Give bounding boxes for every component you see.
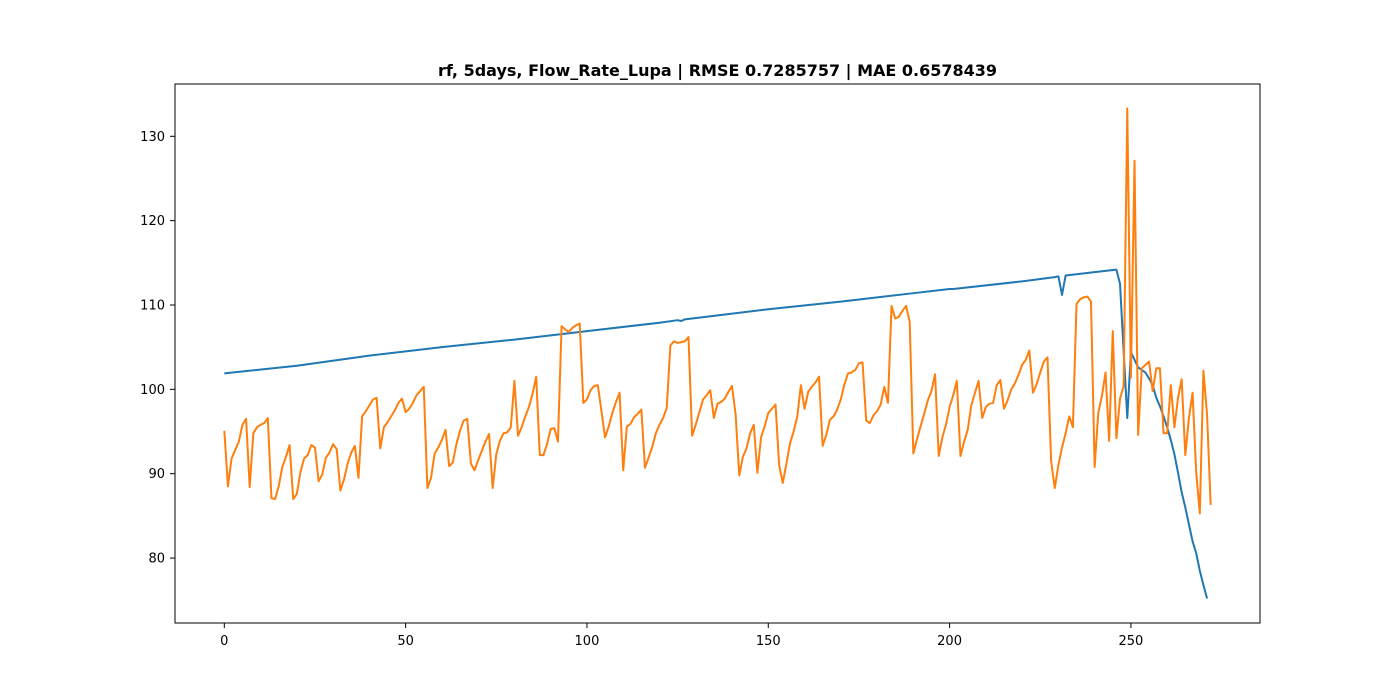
x-tick-label: 50 bbox=[397, 634, 414, 649]
y-tick-label: 130 bbox=[140, 130, 165, 145]
x-tick-label: 100 bbox=[575, 634, 600, 649]
series-layer bbox=[223, 107, 1212, 599]
y-axis: 80 90 100 110 120 130 bbox=[140, 130, 175, 567]
y-tick-label: 120 bbox=[140, 214, 165, 229]
y-tick-label: 100 bbox=[140, 383, 165, 398]
plot-frame bbox=[174, 83, 1261, 624]
y-tick-label: 110 bbox=[140, 298, 165, 313]
x-tick-label: 200 bbox=[937, 634, 962, 649]
x-tick-label: 250 bbox=[1118, 634, 1143, 649]
x-axis: 0 50 100 150 200 250 bbox=[220, 623, 1143, 649]
x-tick-label: 0 bbox=[220, 634, 228, 649]
y-tick-label: 90 bbox=[148, 467, 165, 482]
y-tick-label: 80 bbox=[148, 552, 165, 567]
x-tick-label: 150 bbox=[756, 634, 781, 649]
series-line-2 bbox=[223, 107, 1212, 515]
chart-title: rf, 5days, Flow_Rate_Lupa | RMSE 0.72857… bbox=[438, 61, 997, 81]
